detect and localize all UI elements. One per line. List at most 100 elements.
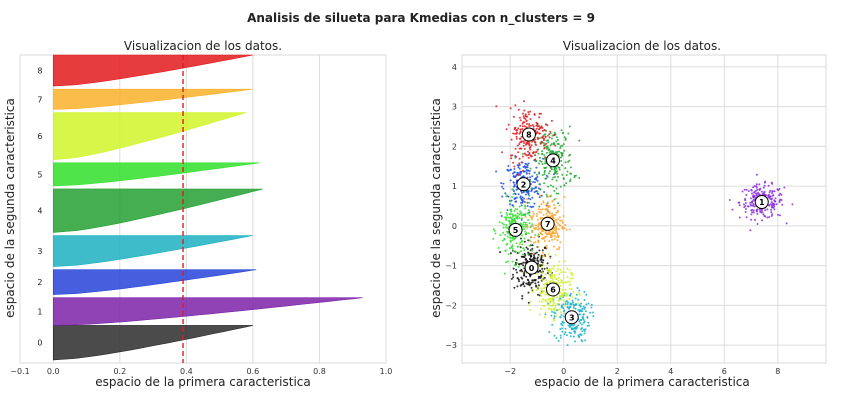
scatter-point <box>763 184 766 187</box>
scatter-point <box>774 197 777 200</box>
scatter-point <box>511 260 514 263</box>
scatter-point <box>537 208 540 211</box>
scatter-point <box>749 201 752 204</box>
scatter-point <box>564 260 566 263</box>
scatter-point <box>527 154 530 156</box>
scatter-point <box>531 175 534 178</box>
scatter-point <box>555 179 558 182</box>
scatter-point <box>538 211 541 213</box>
scatter-point <box>524 261 527 264</box>
scatter-point <box>552 214 555 217</box>
scatter-point <box>544 158 547 161</box>
scatter-point <box>515 200 518 203</box>
silhouette-cluster-label: 1 <box>37 308 42 317</box>
scatter-point <box>544 311 547 314</box>
scatter-point <box>541 130 544 132</box>
scatter-point <box>587 321 590 324</box>
scatter-point <box>543 129 546 132</box>
scatter-point <box>527 150 529 153</box>
scatter-point <box>540 232 543 235</box>
scatter-point <box>569 332 572 335</box>
scatter-point <box>513 168 516 170</box>
silhouette-cluster-label: 5 <box>37 170 42 179</box>
scatter-point <box>513 171 516 174</box>
scatter-point <box>545 147 548 150</box>
scatter-point <box>552 185 555 188</box>
scatter-point <box>526 164 529 167</box>
scatter-point <box>768 204 770 206</box>
scatter-point <box>755 173 758 176</box>
scatter-point <box>551 134 554 137</box>
scatter-point <box>752 203 755 206</box>
scatter-point <box>544 313 547 316</box>
scatter-point <box>518 243 521 246</box>
scatter-point <box>536 256 539 259</box>
scatter-point <box>584 310 587 313</box>
scatter-point <box>520 140 523 143</box>
scatter-point <box>558 224 561 226</box>
scatter-point <box>743 206 746 209</box>
scatter-point <box>558 260 561 263</box>
scatter-point <box>529 309 531 311</box>
scatter-point <box>547 206 550 209</box>
scatter-point <box>543 147 546 150</box>
scatter-point <box>561 330 564 333</box>
scatter-point <box>514 132 516 135</box>
scatter-point <box>773 199 776 202</box>
scatter-point <box>562 310 565 313</box>
scatter-plot: Visualizacion de los datos. espacio de l… <box>429 39 827 389</box>
scatter-point <box>553 232 556 235</box>
scatter-point <box>502 182 505 185</box>
scatter-point <box>504 249 507 252</box>
cluster-center-marker <box>540 216 555 231</box>
scatter-point <box>554 225 557 228</box>
scatter-point <box>749 197 752 200</box>
scatter-point <box>566 275 569 278</box>
scatter-point <box>579 309 582 312</box>
scatter-point <box>559 185 562 188</box>
scatter-point <box>575 327 578 330</box>
scatter-point <box>512 161 515 164</box>
scatter-point <box>515 129 518 132</box>
scatter-point <box>518 280 520 283</box>
scatter-point <box>530 144 533 147</box>
scatter-xtick-label: 0 <box>561 367 566 376</box>
scatter-point <box>544 177 547 180</box>
scatter-point <box>558 292 561 295</box>
silhouette-cluster-label: 7 <box>37 95 42 104</box>
scatter-point <box>552 308 555 311</box>
scatter-point <box>549 130 552 133</box>
scatter-point <box>534 241 537 243</box>
scatter-point <box>576 287 579 289</box>
scatter-point <box>509 252 512 255</box>
scatter-point <box>542 275 545 278</box>
scatter-point <box>539 188 542 191</box>
scatter-point <box>574 307 577 310</box>
scatter-point <box>566 344 569 347</box>
scatter-point <box>559 281 561 284</box>
scatter-point <box>519 250 522 253</box>
scatter-point <box>566 267 569 270</box>
scatter-point <box>547 253 550 256</box>
scatter-point <box>532 181 535 183</box>
scatter-point <box>518 213 521 216</box>
scatter-point <box>524 223 527 226</box>
scatter-point <box>522 166 525 168</box>
scatter-point <box>526 212 529 214</box>
scatter-point <box>531 258 534 261</box>
scatter-point <box>548 136 551 139</box>
scatter-point <box>558 248 560 250</box>
scatter-point <box>510 138 513 141</box>
scatter-point <box>568 228 571 231</box>
scatter-point <box>517 245 520 248</box>
scatter-point <box>537 293 539 296</box>
scatter-point <box>549 236 552 239</box>
scatter-point <box>511 188 514 191</box>
scatter-point <box>527 279 530 282</box>
scatter-point <box>531 196 534 199</box>
scatter-point <box>540 160 543 163</box>
scatter-point <box>568 287 571 290</box>
scatter-point <box>547 307 550 310</box>
scatter-point <box>503 272 506 275</box>
scatter-point <box>569 172 572 175</box>
